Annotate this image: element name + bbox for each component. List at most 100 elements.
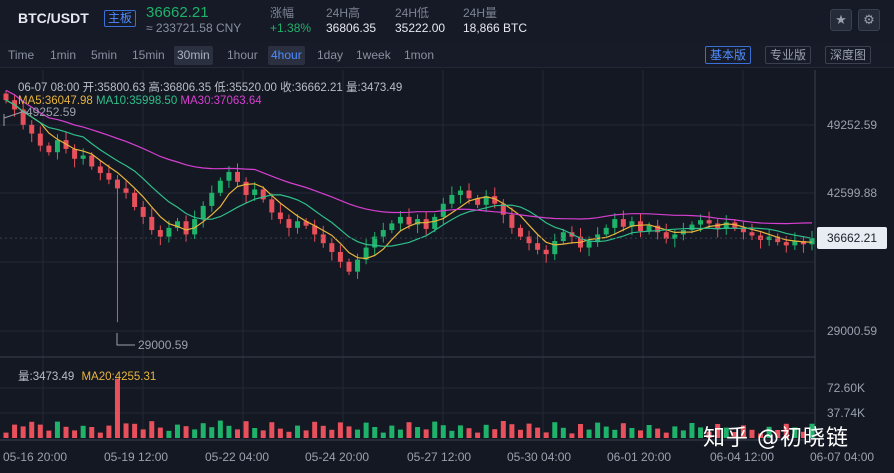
volume-bar [46, 430, 52, 438]
volume-bar [123, 423, 129, 438]
trading-pair[interactable]: BTC/USDT [18, 10, 89, 26]
volume-bar [552, 422, 558, 438]
volume-bar [698, 427, 704, 438]
time-tick: 06-04 12:00 [710, 450, 774, 464]
candle-body [114, 179, 120, 189]
ma5-line [5, 99, 813, 260]
volume-bar [663, 432, 669, 438]
candle-body [37, 133, 43, 146]
volume-bar [646, 425, 652, 438]
volume-bar [346, 426, 352, 438]
candle-body [500, 203, 506, 215]
ma30-line [5, 89, 813, 225]
tab-time[interactable]: Time [8, 48, 35, 62]
candle-body [183, 221, 189, 235]
grid [0, 70, 815, 440]
volume-bar [783, 423, 789, 438]
high-marker [3, 111, 28, 126]
tab-1hour[interactable]: 1hour [227, 48, 258, 62]
volume-bar [217, 420, 223, 438]
tab-1day[interactable]: 1day [317, 48, 344, 62]
candle-body [560, 232, 566, 241]
volume-bar [200, 423, 206, 438]
volume-ma20-value: MA20:4255.31 [81, 371, 157, 383]
volume-bar [397, 429, 403, 438]
tab-5min[interactable]: 5min [91, 48, 118, 62]
depth-chart-button[interactable]: 深度图 [825, 46, 872, 64]
cny-price: ≈ 233721.58 CNY [146, 21, 242, 35]
candle-body [492, 196, 498, 204]
candle-body [535, 243, 541, 250]
volume-bar [475, 432, 481, 438]
ma10-line [5, 99, 813, 247]
volume-bar [209, 427, 215, 438]
tab-1mon[interactable]: 1mon [404, 48, 435, 62]
candle-body [466, 190, 472, 199]
candle-body [509, 214, 515, 228]
volume-bar [766, 426, 772, 438]
candle-body [200, 205, 206, 220]
high-annotation: 49252.59 [26, 105, 76, 119]
candle-body [80, 155, 86, 159]
gear-icon[interactable]: ⚙ [858, 9, 880, 31]
volume-bar [680, 430, 686, 438]
tab-30min[interactable]: 30min [174, 46, 213, 65]
tab-1min[interactable]: 1min [50, 48, 77, 62]
price-tick: 42599.88 [827, 186, 877, 200]
tab-4hour[interactable]: 4hour [268, 46, 305, 65]
candle-body [749, 232, 755, 236]
candle-body [295, 221, 301, 228]
low-24h-value: 35222.00 [395, 21, 446, 35]
candle-body [432, 216, 438, 229]
volume-bar [380, 432, 386, 438]
volume-bar [620, 423, 626, 438]
candle-body [620, 219, 626, 227]
tab-15min[interactable]: 15min [132, 48, 165, 62]
candle-body [543, 249, 549, 255]
candle-body [740, 227, 746, 233]
candle-body [140, 207, 146, 217]
board-badge: 主板 [104, 10, 137, 27]
volume-bar [603, 426, 609, 438]
candle-body [269, 199, 275, 213]
tab-1week[interactable]: 1week [356, 48, 391, 62]
low-marker [116, 333, 135, 346]
candle-body [406, 216, 412, 225]
volume-tick: 72.60K [827, 381, 865, 395]
candle-body [415, 219, 421, 225]
candle-body [800, 241, 806, 245]
volume-bar [483, 424, 489, 438]
candle-body [243, 181, 249, 195]
volume-bar [260, 430, 266, 438]
change-label: 涨幅 [270, 6, 295, 20]
basic-mode-button[interactable]: 基本版 [705, 46, 752, 64]
time-tick: 06-07 04:00 [810, 450, 874, 464]
candle-body [3, 93, 9, 101]
candle-body [698, 220, 704, 225]
volume-bar [466, 428, 472, 438]
volume-bar [457, 425, 463, 438]
star-icon[interactable]: ★ [830, 9, 852, 31]
volume-bar [372, 427, 378, 438]
volume-bar [226, 425, 232, 438]
market-header: BTC/USDT 主板 36662.21 ≈ 233721.58 CNY 涨幅 … [0, 0, 894, 42]
candle-body [775, 236, 781, 243]
volume-bar [89, 427, 95, 438]
ma30-value: MA30:37063.64 [180, 95, 262, 107]
volume-bar [183, 426, 189, 438]
volume-bar [114, 378, 120, 438]
pro-mode-button[interactable]: 专业版 [765, 46, 812, 64]
candle-body [157, 230, 163, 237]
candle-body [209, 192, 215, 206]
volume-bar [415, 427, 421, 438]
volume-bar [363, 422, 369, 438]
candle-body [603, 227, 609, 235]
volume-bar [37, 424, 43, 438]
candle-body [457, 190, 463, 195]
volume-bar [775, 430, 781, 438]
volume-bar [629, 428, 635, 438]
volume-24h-label: 24H量 [463, 6, 498, 20]
time-tick: 05-19 12:00 [104, 450, 168, 464]
volume-bar [389, 425, 395, 438]
